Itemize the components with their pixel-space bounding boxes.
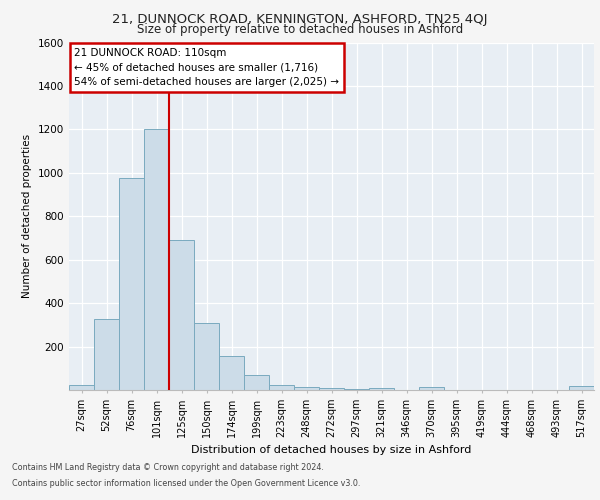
Bar [369,388,394,390]
Bar [319,388,344,390]
Text: Contains public sector information licensed under the Open Government Licence v3: Contains public sector information licen… [12,478,361,488]
Y-axis label: Number of detached properties: Number of detached properties [22,134,32,298]
Text: Size of property relative to detached houses in Ashford: Size of property relative to detached ho… [137,22,463,36]
Bar [169,240,194,390]
Bar [294,386,319,390]
Text: 21 DUNNOCK ROAD: 110sqm
← 45% of detached houses are smaller (1,716)
54% of semi: 21 DUNNOCK ROAD: 110sqm ← 45% of detache… [74,48,339,88]
Bar [569,386,594,390]
Bar [69,384,94,390]
Bar [194,322,219,390]
Bar [269,384,294,390]
Text: Contains HM Land Registry data © Crown copyright and database right 2024.: Contains HM Land Registry data © Crown c… [12,464,324,472]
Bar [419,386,444,390]
Bar [119,178,144,390]
Bar [144,130,169,390]
X-axis label: Distribution of detached houses by size in Ashford: Distribution of detached houses by size … [191,446,472,456]
Bar [94,320,119,390]
Bar [344,389,369,390]
Bar [219,356,244,390]
Bar [244,375,269,390]
Text: 21, DUNNOCK ROAD, KENNINGTON, ASHFORD, TN25 4QJ: 21, DUNNOCK ROAD, KENNINGTON, ASHFORD, T… [112,12,488,26]
